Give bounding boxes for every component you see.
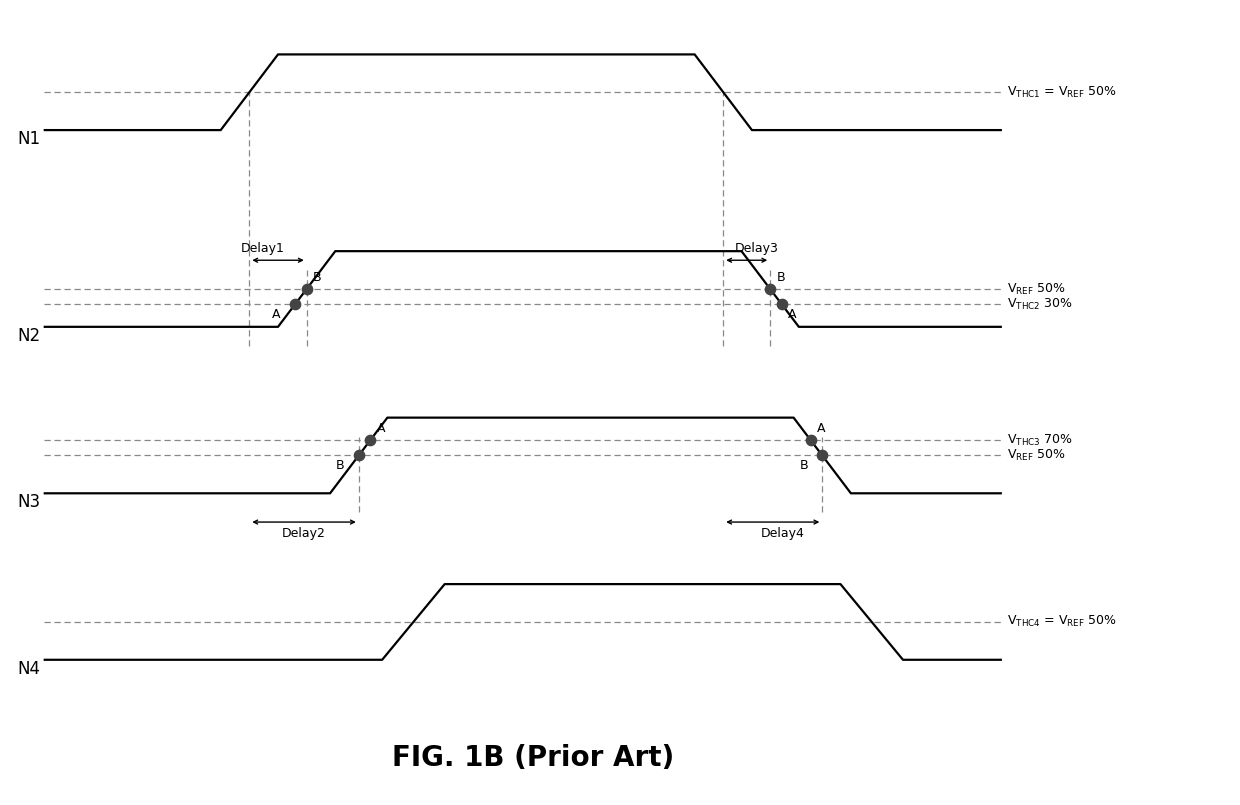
- Text: A: A: [273, 308, 280, 321]
- Text: N2: N2: [17, 327, 41, 345]
- Point: [760, 283, 780, 295]
- Text: N4: N4: [17, 660, 41, 678]
- Text: V$_{\rm REF}$ 50%: V$_{\rm REF}$ 50%: [1007, 448, 1066, 463]
- Text: Delay3: Delay3: [735, 242, 779, 255]
- Text: V$_{\rm THC1}$ = V$_{\rm REF}$ 50%: V$_{\rm THC1}$ = V$_{\rm REF}$ 50%: [1007, 85, 1117, 100]
- Text: N1: N1: [17, 130, 41, 148]
- Point: [801, 434, 821, 447]
- Point: [348, 449, 368, 462]
- Text: B: B: [336, 459, 345, 473]
- Text: V$_{\rm THC3}$ 70%: V$_{\rm THC3}$ 70%: [1007, 433, 1073, 448]
- Text: B: B: [312, 270, 321, 283]
- Point: [285, 298, 305, 311]
- Text: FIG. 1B (Prior Art): FIG. 1B (Prior Art): [392, 744, 675, 772]
- Text: Delay1: Delay1: [241, 242, 284, 255]
- Point: [296, 283, 316, 295]
- Text: V$_{\rm THC4}$ = V$_{\rm REF}$ 50%: V$_{\rm THC4}$ = V$_{\rm REF}$ 50%: [1007, 614, 1117, 630]
- Text: A: A: [787, 308, 796, 321]
- Text: Delay4: Delay4: [761, 527, 805, 540]
- Text: V$_{\rm REF}$ 50%: V$_{\rm REF}$ 50%: [1007, 282, 1066, 296]
- Text: B: B: [800, 459, 808, 473]
- Text: A: A: [817, 422, 826, 435]
- Point: [771, 298, 791, 311]
- Text: N3: N3: [17, 493, 41, 511]
- Point: [361, 434, 381, 447]
- Text: B: B: [776, 270, 785, 283]
- Text: A: A: [377, 422, 384, 435]
- Text: Delay2: Delay2: [283, 527, 326, 540]
- Point: [812, 449, 832, 462]
- Text: V$_{\rm THC2}$ 30%: V$_{\rm THC2}$ 30%: [1007, 296, 1073, 312]
